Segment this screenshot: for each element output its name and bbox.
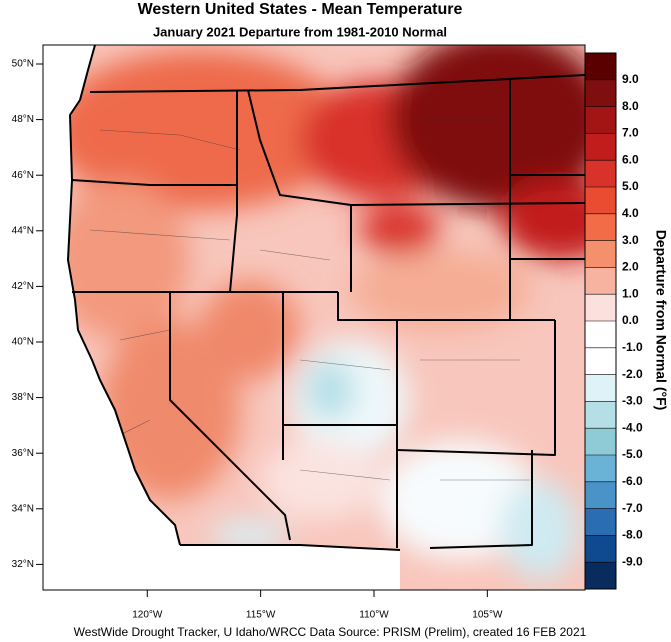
colorbar-label: 4.0 — [622, 206, 639, 220]
colorbar-label: -5.0 — [622, 447, 643, 461]
lat-label: 50°N — [12, 59, 34, 70]
colorbar-swatch — [585, 160, 616, 187]
lon-label: 110°W — [359, 610, 389, 621]
colorbar-swatch — [585, 133, 616, 161]
lat-label: 40°N — [12, 337, 34, 348]
colorbar-swatch — [585, 79, 616, 107]
colorbar-swatch — [585, 562, 616, 589]
footer: WestWide Drought Tracker, U Idaho/WRCC D… — [74, 625, 587, 639]
colorbar-swatch — [585, 455, 616, 482]
state-borders — [67, 44, 586, 551]
colorbar-title: Departure from Normal (°F) — [653, 230, 669, 411]
colorbar-label: 9.0 — [622, 72, 639, 86]
colorbar-swatch — [585, 481, 616, 509]
lon-label: 115°W — [246, 610, 276, 621]
colorbar-label: -2.0 — [622, 367, 643, 381]
colorbar-swatch — [585, 374, 616, 402]
colorbar-label: 7.0 — [622, 126, 639, 140]
colorbar-label: 3.0 — [622, 233, 639, 247]
temperature-field — [68, 45, 585, 590]
lat-label: 32°N — [12, 559, 34, 570]
colorbar-label: 0.0 — [622, 313, 639, 327]
colorbar-swatch — [585, 347, 616, 375]
colorbar-label: 1.0 — [622, 286, 639, 300]
colorbar-label: -8.0 — [622, 528, 643, 542]
subtitle: January 2021 Departure from 1981-2010 No… — [153, 24, 447, 39]
lat-label: 38°N — [12, 392, 34, 403]
lat-label: 46°N — [12, 170, 34, 181]
colorbar-swatch — [585, 508, 616, 536]
lon-label: 120°W — [132, 610, 163, 621]
colorbar-label: 6.0 — [622, 152, 639, 166]
lat-label: 34°N — [12, 503, 34, 514]
colorbar-label: -3.0 — [622, 394, 643, 408]
colorbar-swatch — [585, 53, 616, 80]
colorbar-label: 2.0 — [622, 260, 639, 274]
colorbar-label: 5.0 — [622, 179, 639, 193]
title: Western United States - Mean Temperature — [138, 1, 463, 18]
colorbar-swatch — [585, 267, 616, 295]
colorbar-label: -4.0 — [622, 420, 643, 434]
lat-label: 36°N — [12, 448, 34, 459]
colorbar-label: -6.0 — [622, 474, 643, 488]
colorbar-swatch — [585, 401, 616, 429]
lon-label: 105°W — [472, 610, 503, 621]
colorbar-swatch — [585, 187, 616, 214]
colorbar-label: -9.0 — [622, 554, 643, 568]
colorbar-swatch — [585, 428, 616, 455]
colorbar-label: -7.0 — [622, 501, 643, 515]
colorbar-swatch — [585, 321, 616, 348]
colorbar-label: -1.0 — [622, 340, 643, 354]
colorbar-swatch — [585, 294, 616, 321]
colorbar-swatch — [585, 213, 616, 241]
colorbar-label: 8.0 — [622, 99, 639, 113]
lat-label: 48°N — [12, 114, 34, 125]
lat-label: 44°N — [12, 225, 34, 236]
colorbar-swatch — [585, 240, 616, 268]
colorbar-swatch — [585, 535, 616, 563]
colorbar-swatch — [585, 106, 616, 134]
lat-label: 42°N — [12, 281, 34, 292]
